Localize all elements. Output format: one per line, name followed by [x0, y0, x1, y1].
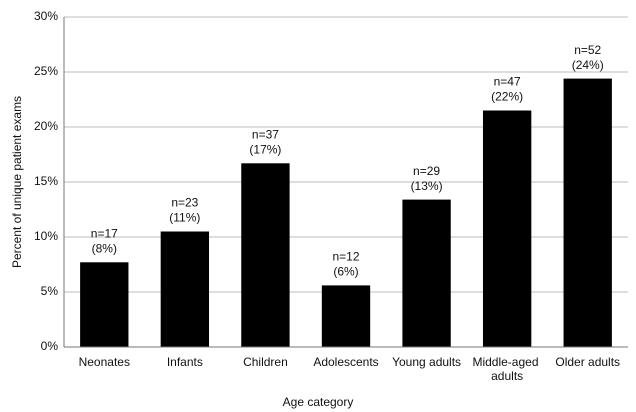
bar — [563, 78, 612, 347]
value-label: (6%) — [333, 265, 358, 279]
count-label: n=29 — [413, 164, 440, 178]
x-tick-label: Adolescents — [313, 355, 378, 369]
x-tick-label: Older adults — [555, 355, 620, 369]
y-tick-label: 30% — [34, 9, 58, 23]
y-axis-label: Percent of unique patient exams — [10, 96, 24, 268]
x-tick-label: Infants — [167, 355, 203, 369]
bar — [80, 262, 129, 347]
y-tick-label: 25% — [34, 64, 58, 78]
y-tick-label: 20% — [34, 119, 58, 133]
x-tick-label: Neonates — [79, 355, 130, 369]
value-label: (22%) — [491, 90, 523, 104]
value-label: (13%) — [411, 179, 443, 193]
y-tick-label: 15% — [34, 174, 58, 188]
value-label: (11%) — [169, 211, 200, 225]
x-tick-label: Children — [243, 355, 288, 369]
count-label: n=52 — [574, 43, 601, 57]
bar — [160, 231, 210, 347]
value-label: (24%) — [572, 58, 604, 72]
count-label: n=37 — [252, 127, 279, 141]
y-tick-label: 5% — [41, 284, 59, 298]
bar — [241, 163, 290, 347]
bar — [402, 199, 451, 347]
count-label: n=12 — [332, 250, 359, 264]
x-tick-label: Young adults — [392, 355, 461, 369]
x-axis-label: Age category — [283, 395, 354, 409]
y-tick-label: 0% — [41, 339, 59, 353]
x-tick-label: Middle-aged adults — [472, 355, 541, 383]
y-tick-label: 10% — [34, 229, 58, 243]
count-label: n=17 — [91, 226, 118, 240]
value-label: (17%) — [249, 142, 281, 156]
value-label: (8%) — [92, 241, 117, 255]
count-label: n=47 — [494, 75, 521, 89]
count-label: n=23 — [171, 196, 198, 210]
bar — [482, 110, 532, 347]
bar — [321, 285, 371, 347]
